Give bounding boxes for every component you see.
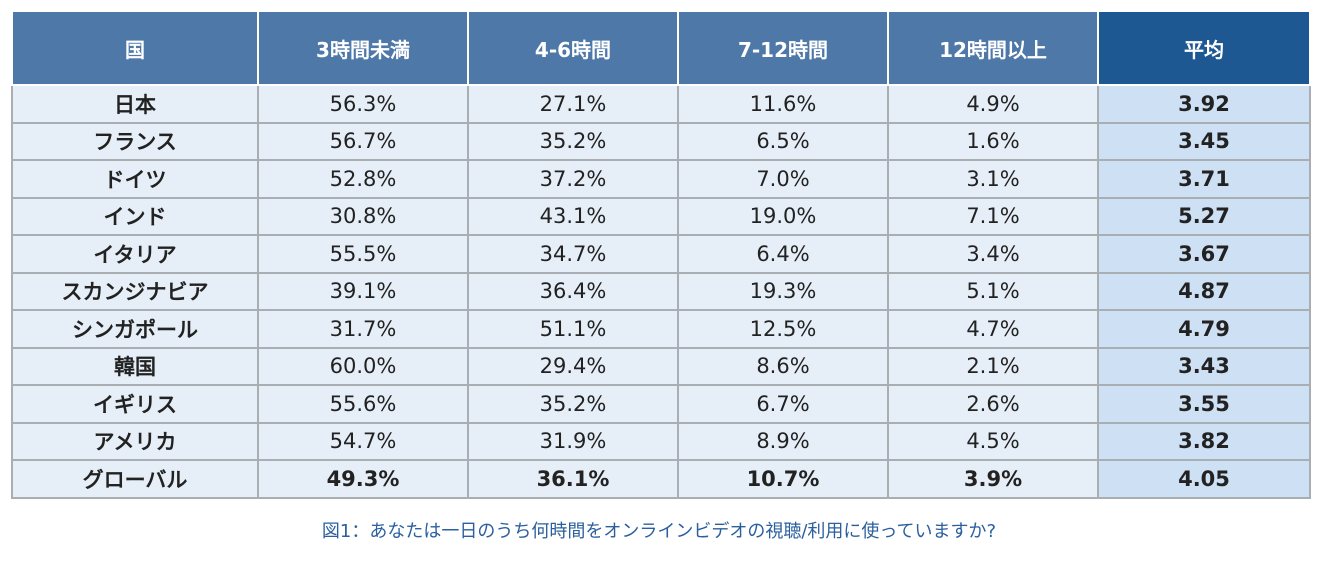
table-row: イタリア 55.5% 34.7% 6.4% 3.4% 3.67 (11, 234, 1311, 274)
average-cell: 4.87 (1097, 271, 1311, 311)
average-cell: 3.43 (1097, 346, 1311, 386)
data-table-container: 国 3時間未満 4-6時間 7-12時間 12時間以上 平均 日本 56.3% … (11, 10, 1311, 499)
value-cell: 60.0% (257, 346, 469, 386)
average-cell: 3.71 (1097, 159, 1311, 199)
value-cell: 51.1% (467, 309, 679, 349)
table-row: ドイツ 52.8% 37.2% 7.0% 3.1% 3.71 (11, 159, 1311, 199)
table-row: フランス 56.7% 35.2% 6.5% 1.6% 3.45 (11, 121, 1311, 161)
table-row-global: グローバル 49.3% 36.1% 10.7% 3.9% 4.05 (11, 459, 1311, 499)
table-row: シンガポール 31.7% 51.1% 12.5% 4.7% 4.79 (11, 309, 1311, 349)
country-cell: アメリカ (11, 421, 259, 461)
average-cell: 3.67 (1097, 234, 1311, 274)
table-row: 韓国 60.0% 29.4% 8.6% 2.1% 3.43 (11, 346, 1311, 386)
country-cell: イギリス (11, 384, 259, 424)
value-cell: 19.3% (677, 271, 889, 311)
value-cell: 2.1% (887, 346, 1099, 386)
header-country: 国 (11, 10, 259, 86)
country-cell: シンガポール (11, 309, 259, 349)
table-row: アメリカ 54.7% 31.9% 8.9% 4.5% 3.82 (11, 421, 1311, 461)
country-cell: ドイツ (11, 159, 259, 199)
average-cell: 3.55 (1097, 384, 1311, 424)
country-cell: グローバル (11, 459, 259, 499)
value-cell: 34.7% (467, 234, 679, 274)
country-cell: 韓国 (11, 346, 259, 386)
value-cell: 10.7% (677, 459, 889, 499)
value-cell: 8.6% (677, 346, 889, 386)
value-cell: 6.5% (677, 121, 889, 161)
table-row: インド 30.8% 43.1% 19.0% 7.1% 5.27 (11, 196, 1311, 236)
value-cell: 43.1% (467, 196, 679, 236)
table-header-row: 国 3時間未満 4-6時間 7-12時間 12時間以上 平均 (11, 10, 1311, 86)
value-cell: 37.2% (467, 159, 679, 199)
viewing-hours-table: 国 3時間未満 4-6時間 7-12時間 12時間以上 平均 日本 56.3% … (11, 10, 1311, 499)
value-cell: 30.8% (257, 196, 469, 236)
value-cell: 1.6% (887, 121, 1099, 161)
value-cell: 3.4% (887, 234, 1099, 274)
value-cell: 6.7% (677, 384, 889, 424)
header-under-3h: 3時間未満 (257, 10, 469, 86)
table-row: スカンジナビア 39.1% 36.4% 19.3% 5.1% 4.87 (11, 271, 1311, 311)
value-cell: 2.6% (887, 384, 1099, 424)
header-7-12h: 7-12時間 (677, 10, 889, 86)
value-cell: 6.4% (677, 234, 889, 274)
value-cell: 7.1% (887, 196, 1099, 236)
average-cell: 4.05 (1097, 459, 1311, 499)
value-cell: 3.9% (887, 459, 1099, 499)
country-cell: イタリア (11, 234, 259, 274)
value-cell: 56.7% (257, 121, 469, 161)
average-cell: 4.79 (1097, 309, 1311, 349)
table-row: イギリス 55.6% 35.2% 6.7% 2.6% 3.55 (11, 384, 1311, 424)
value-cell: 52.8% (257, 159, 469, 199)
figure-caption: 図1：あなたは一日のうち何時間をオンラインビデオの視聴/利用に使っていますか? (321, 521, 997, 542)
value-cell: 27.1% (467, 84, 679, 124)
value-cell: 31.9% (467, 421, 679, 461)
average-cell: 3.45 (1097, 121, 1311, 161)
value-cell: 55.6% (257, 384, 469, 424)
value-cell: 36.4% (467, 271, 679, 311)
value-cell: 56.3% (257, 84, 469, 124)
country-cell: フランス (11, 121, 259, 161)
average-cell: 3.82 (1097, 421, 1311, 461)
value-cell: 19.0% (677, 196, 889, 236)
country-cell: スカンジナビア (11, 271, 259, 311)
value-cell: 3.1% (887, 159, 1099, 199)
value-cell: 55.5% (257, 234, 469, 274)
value-cell: 7.0% (677, 159, 889, 199)
average-cell: 5.27 (1097, 196, 1311, 236)
value-cell: 35.2% (467, 121, 679, 161)
value-cell: 31.7% (257, 309, 469, 349)
value-cell: 35.2% (467, 384, 679, 424)
table-row: 日本 56.3% 27.1% 11.6% 4.9% 3.92 (11, 84, 1311, 124)
value-cell: 4.9% (887, 84, 1099, 124)
header-over-12h: 12時間以上 (887, 10, 1099, 86)
value-cell: 5.1% (887, 271, 1099, 311)
value-cell: 29.4% (467, 346, 679, 386)
average-cell: 3.92 (1097, 84, 1311, 124)
value-cell: 12.5% (677, 309, 889, 349)
value-cell: 39.1% (257, 271, 469, 311)
value-cell: 36.1% (467, 459, 679, 499)
value-cell: 49.3% (257, 459, 469, 499)
value-cell: 8.9% (677, 421, 889, 461)
value-cell: 4.7% (887, 309, 1099, 349)
country-cell: 日本 (11, 84, 259, 124)
header-average: 平均 (1097, 10, 1311, 86)
value-cell: 11.6% (677, 84, 889, 124)
value-cell: 4.5% (887, 421, 1099, 461)
country-cell: インド (11, 196, 259, 236)
value-cell: 54.7% (257, 421, 469, 461)
header-4-6h: 4-6時間 (467, 10, 679, 86)
